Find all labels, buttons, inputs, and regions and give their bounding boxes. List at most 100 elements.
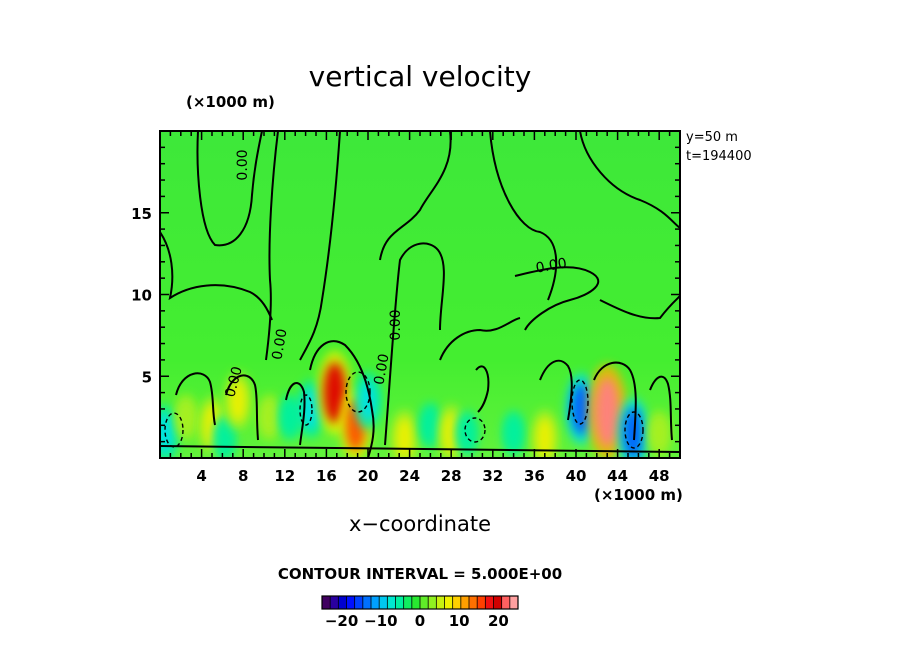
velocity-cell <box>423 408 438 442</box>
velocity-cell <box>459 416 475 450</box>
colorbar-swatch <box>411 596 421 609</box>
colorbar-tick-label: 0 <box>415 612 425 630</box>
velocity-cell <box>261 400 277 434</box>
velocity-cell <box>160 412 174 455</box>
colorbar-tick-label: −20 <box>325 612 358 630</box>
velocity-cell <box>651 416 667 450</box>
contour-line <box>285 382 306 446</box>
contour-line <box>464 417 486 443</box>
x-tick-label: 24 <box>399 467 420 485</box>
contour-line <box>265 131 279 361</box>
colorbar-swatch <box>338 596 347 609</box>
x-axis: 4 8 12 16 20 24 28 32 36 40 44 48 <box>169 131 671 485</box>
velocity-cell <box>442 412 460 455</box>
contour-lines <box>160 131 680 458</box>
colorbar-swatch <box>452 596 462 609</box>
colorbar-swatch <box>444 596 453 609</box>
contour-line <box>571 379 589 425</box>
contour-line <box>439 317 521 361</box>
x-tick-label: 28 <box>441 467 462 485</box>
contour-line <box>299 131 341 361</box>
colorbar-swatch <box>509 596 519 609</box>
colorbar-swatch <box>477 596 486 609</box>
colorbar-swatch <box>354 596 364 609</box>
x-axis-label: x−coordinate <box>348 512 492 536</box>
contour-line <box>225 374 259 441</box>
colorbar-swatch <box>493 596 502 609</box>
contour-line <box>539 359 573 421</box>
colorbar-tick-label: 20 <box>488 612 509 630</box>
chart-title: vertical velocity <box>308 60 532 93</box>
velocity-cell <box>229 379 247 422</box>
contour-line <box>593 361 637 441</box>
colorbar-swatch <box>428 596 437 609</box>
colorbar-swatch <box>387 596 396 609</box>
x-tick-label: 12 <box>274 467 295 485</box>
colorbar-swatch <box>346 596 355 609</box>
contour-value-label: 0.00 <box>222 365 246 399</box>
annotation-y-position: y=50 m <box>686 130 738 145</box>
velocity-cell <box>302 387 320 430</box>
colorbar-swatch <box>379 596 388 609</box>
contour-line <box>624 411 644 449</box>
x-tick-label: 16 <box>316 467 337 485</box>
contour-line <box>475 365 490 413</box>
colorbar-swatch <box>469 596 478 609</box>
velocity-cell <box>282 400 298 434</box>
colorbar-swatch <box>362 596 372 609</box>
x-tick-label: 20 <box>358 467 379 485</box>
contour-value-label: 0.00 <box>371 353 392 386</box>
contour-line <box>489 131 558 301</box>
contour-value-labels: 0.00 0.00 0.00 0.00 0.00 0.00 <box>222 149 568 399</box>
colorbar: −20 −10 0 10 20 <box>321 595 519 630</box>
contour-line <box>160 231 273 321</box>
colorbar-swatch <box>501 596 511 609</box>
contour-line <box>579 131 680 229</box>
y-tick-label: 15 <box>131 205 152 223</box>
colorbar-tick-label: 10 <box>449 612 470 630</box>
contour-value-label: 0.00 <box>235 149 251 180</box>
contour-value-label: 0.00 <box>535 255 568 276</box>
y-axis: 5 10 15 <box>131 146 680 443</box>
y-tick-label: 10 <box>131 287 152 305</box>
x-tick-label: 8 <box>238 467 248 485</box>
x-tick-label: 36 <box>524 467 545 485</box>
x-tick-label: 4 <box>196 467 206 485</box>
colorbar-swatch <box>460 596 470 609</box>
x-tick-label: 32 <box>482 467 503 485</box>
colorbar-swatch <box>395 596 404 609</box>
y-tick-label: 5 <box>142 368 152 386</box>
x-tick-label: 48 <box>649 467 670 485</box>
contour-line <box>649 375 673 441</box>
contour-line <box>175 372 216 426</box>
velocity-cell <box>536 417 554 458</box>
colorbar-swatch <box>436 596 445 609</box>
x-tick-label: 44 <box>607 467 628 485</box>
velocity-cell <box>323 362 346 423</box>
velocity-cell <box>506 416 521 450</box>
colorbar-swatch <box>403 596 413 609</box>
contour-line <box>379 131 452 261</box>
contour-interval-label: CONTOUR INTERVAL = 5.000E+00 <box>277 565 563 583</box>
annotation-time: t=194400 <box>686 149 752 164</box>
x-tick-label: 40 <box>566 467 587 485</box>
contour-line <box>299 394 313 426</box>
colorbar-swatch <box>420 596 429 609</box>
x-axis-unit: (×1000 m) <box>594 486 683 504</box>
contour-line <box>384 242 445 446</box>
contour-value-label: 0.00 <box>388 309 404 340</box>
contour-line <box>345 371 371 413</box>
colorbar-frame <box>321 595 519 610</box>
colorbar-swatch <box>322 596 331 609</box>
negative-contours <box>164 371 644 449</box>
colorbar-swatch <box>371 596 380 609</box>
contour-line <box>164 412 184 448</box>
contour-line <box>196 131 263 247</box>
colorbar-swatch <box>485 596 494 609</box>
contour-line <box>514 266 600 331</box>
colorbar-tick-label: −10 <box>364 612 397 630</box>
y-axis-unit: (×1000 m) <box>186 93 275 111</box>
contour-value-label: 0.00 <box>269 328 290 361</box>
contour-line <box>160 445 680 453</box>
